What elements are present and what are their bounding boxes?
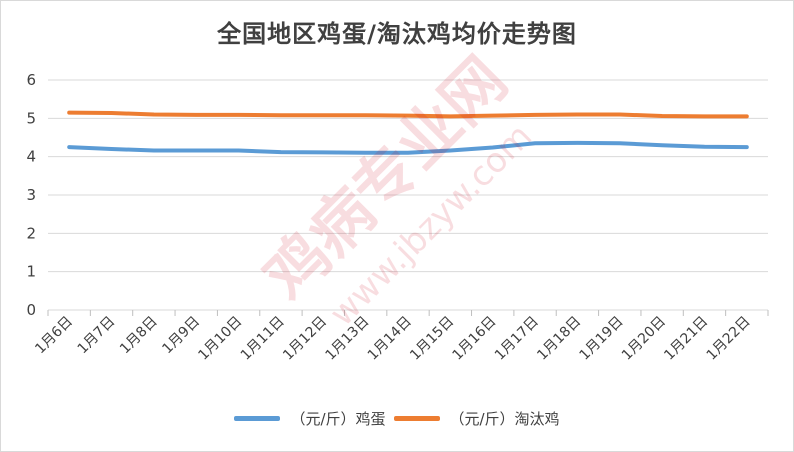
chart-legend: （元/斤）鸡蛋 （元/斤）淘汰鸡 [0, 408, 794, 429]
x-tick-label: 1月8日 [117, 314, 161, 358]
chart-title: 全国地区鸡蛋/淘汰鸡均价走势图 [217, 20, 577, 48]
x-tick-label: 1月17日 [492, 314, 542, 364]
x-tick-label: 1月18日 [534, 314, 584, 364]
legend-label-culled-hen: （元/斤）淘汰鸡 [449, 410, 560, 428]
x-tick-label: 1月11日 [238, 314, 288, 364]
y-tick-label: 5 [26, 109, 36, 127]
x-tick-label: 1月6日 [32, 314, 76, 358]
x-tick-label: 1月21日 [661, 314, 711, 364]
y-tick-label: 6 [26, 71, 36, 89]
x-tick-label: 1月14日 [365, 314, 415, 364]
legend-label-egg: （元/斤）鸡蛋 [290, 410, 386, 428]
legend-item-culled-hen: （元/斤）淘汰鸡 [393, 408, 560, 429]
y-tick-label: 4 [26, 148, 36, 166]
x-tick-label: 1月16日 [450, 314, 500, 364]
y-tick-label: 0 [26, 301, 36, 319]
series-line-culled-hen [67, 110, 749, 119]
legend-item-egg: （元/斤）鸡蛋 [234, 408, 386, 429]
x-tick-label: 1月12日 [280, 314, 330, 364]
y-tick-label: 3 [26, 186, 36, 204]
legend-swatch-egg [234, 416, 281, 421]
y-tick-label: 1 [26, 263, 36, 281]
x-tick-label: 1月10日 [195, 314, 245, 364]
y-tick-label: 2 [26, 224, 36, 242]
x-tick-label: 1月7日 [75, 314, 119, 358]
x-tick-label: 1月20日 [619, 314, 669, 364]
series-line-egg [67, 140, 749, 155]
x-tick-label: 1月19日 [577, 314, 627, 364]
x-tick-label: 1月15日 [407, 314, 457, 364]
legend-swatch-culled-hen [393, 416, 440, 421]
x-tick-label: 1月13日 [322, 314, 372, 364]
x-tick-label: 1月22日 [704, 314, 754, 364]
